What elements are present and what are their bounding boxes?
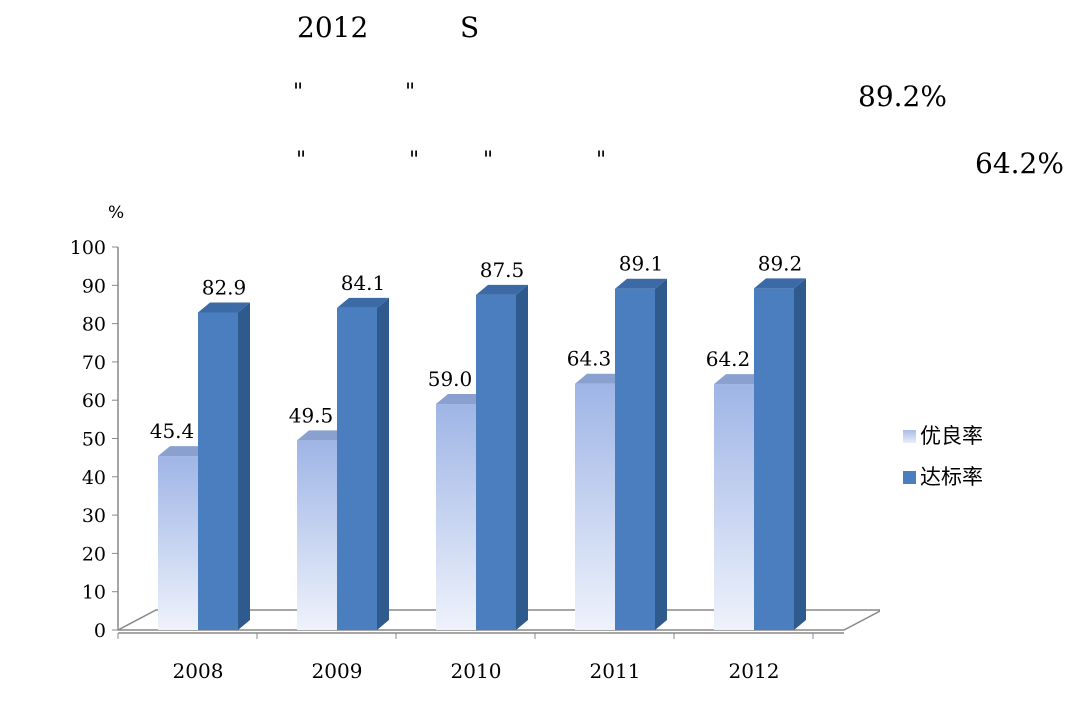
- y-tick-label: 100: [70, 237, 106, 259]
- legend-swatch-excellent: [903, 430, 916, 443]
- y-tick-label: 90: [82, 275, 106, 297]
- open-quote-mark-2: ": [296, 148, 307, 173]
- legend-item-excellent: 优良率: [903, 426, 983, 447]
- bar-excellent: [714, 384, 754, 630]
- bar-standard: [476, 294, 516, 630]
- bar-standard-side: [238, 302, 250, 630]
- year-text: 2012: [297, 11, 369, 44]
- x-tick-label: 2012: [729, 659, 780, 683]
- bar-standard-top: [337, 297, 389, 308]
- legend-item-standard: 达标率: [903, 467, 983, 488]
- data-label-excellent: 64.2: [706, 347, 751, 371]
- y-tick-label: 80: [82, 314, 106, 336]
- y-tick-label: 50: [82, 429, 106, 451]
- bar-standard-top: [198, 302, 250, 313]
- bar-excellent-top: [714, 374, 766, 385]
- data-label-excellent: 59.0: [428, 367, 473, 391]
- bar-excellent-top: [436, 394, 488, 405]
- data-label-excellent: 45.4: [150, 419, 195, 443]
- bar-standard-side: [377, 297, 389, 630]
- bar-standard-side: [794, 278, 806, 630]
- bar-excellent: [297, 440, 337, 630]
- data-label-standard: 89.2: [758, 251, 803, 275]
- x-tick-label: 2011: [590, 659, 641, 683]
- data-label-standard: 84.1: [341, 271, 386, 295]
- y-tick-label: 20: [82, 543, 106, 565]
- bar-excellent: [575, 383, 615, 630]
- bar-standard-top: [615, 278, 667, 289]
- bar-standard-top: [476, 284, 528, 295]
- legend-swatch-standard: [903, 471, 916, 484]
- letter-text: S: [460, 11, 480, 44]
- bar-standard: [754, 288, 794, 630]
- y-tick-label: 0: [94, 620, 106, 642]
- legend-label-excellent: 优良率: [920, 424, 983, 448]
- bar-excellent-top: [575, 373, 627, 384]
- close-quote-mark: ": [405, 80, 416, 105]
- y-tick-label: 60: [82, 390, 106, 412]
- open-quote-mark: ": [293, 80, 304, 105]
- x-tick-label: 2010: [451, 659, 502, 683]
- legend-label-standard: 达标率: [920, 465, 983, 489]
- bar-standard-top: [754, 278, 806, 289]
- x-tick-label: 2009: [312, 659, 363, 683]
- bar-standard-side: [655, 278, 667, 630]
- open-quote-mark-3: ": [483, 148, 494, 173]
- bar-standard: [337, 307, 377, 630]
- close-quote-mark-2: ": [409, 148, 420, 173]
- data-label-excellent: 49.5: [289, 403, 334, 427]
- y-tick-label: 30: [82, 505, 106, 527]
- close-quote-mark-3: ": [596, 148, 607, 173]
- bar-standard: [198, 312, 238, 630]
- x-tick-label: 2008: [173, 659, 224, 683]
- value-top-text: 89.2%: [858, 80, 947, 113]
- data-label-excellent: 64.3: [567, 347, 612, 371]
- data-label-standard: 89.1: [619, 252, 664, 276]
- bar-excellent-top: [297, 430, 349, 441]
- data-label-standard: 82.9: [202, 275, 247, 299]
- data-label-standard: 87.5: [480, 258, 525, 282]
- bar-excellent: [158, 456, 198, 630]
- y-tick-label: 40: [82, 467, 106, 489]
- bar-standard: [615, 288, 655, 630]
- value-second-text: 64.2%: [975, 147, 1064, 180]
- y-tick-label: 70: [82, 352, 106, 374]
- bar-chart: % 0 10 20 30 40 50 60 70 80 90 100 45.4 82.9 2008 49.…: [70, 203, 880, 683]
- bar-excellent: [436, 404, 476, 630]
- bar-excellent-top: [158, 446, 210, 457]
- bar-standard-side: [516, 284, 528, 630]
- y-tick-label: 10: [82, 582, 106, 604]
- unit-label: %: [108, 203, 124, 223]
